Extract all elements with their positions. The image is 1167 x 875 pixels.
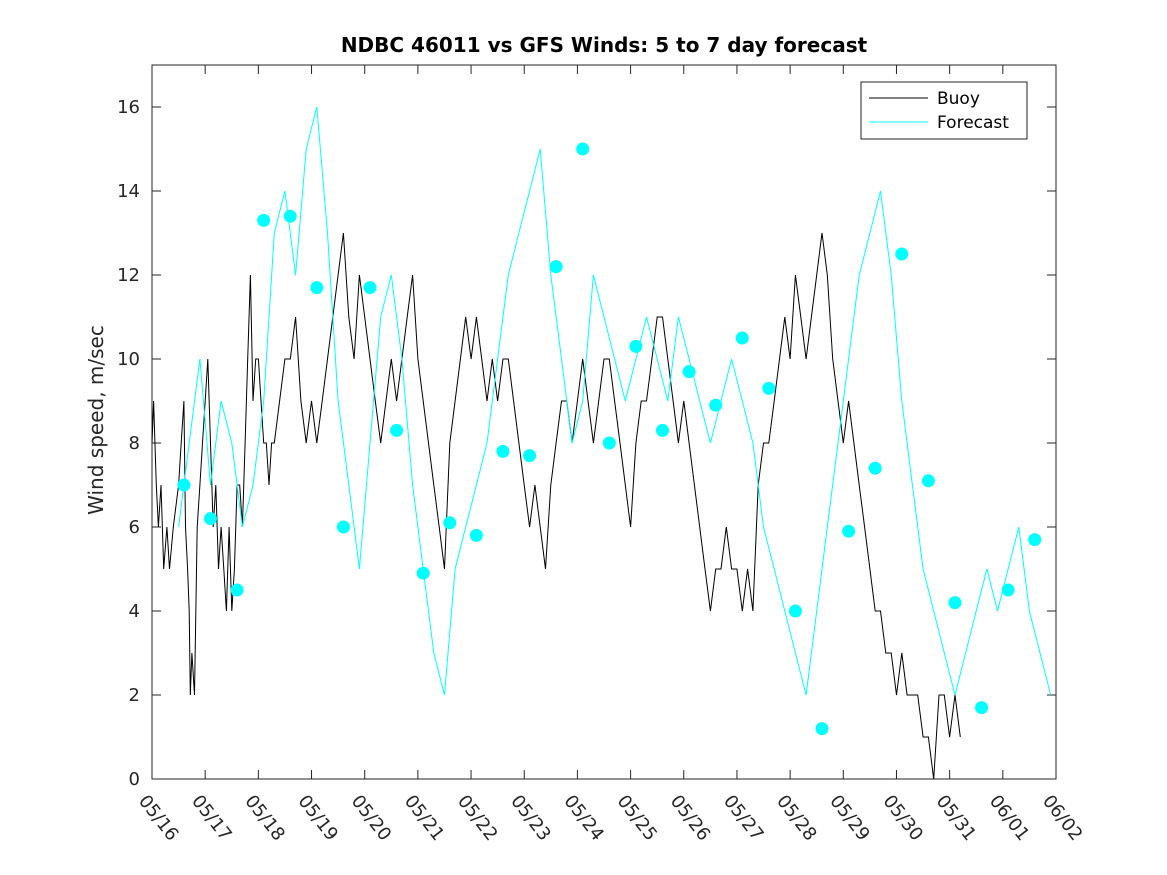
forecast-marker <box>895 247 909 261</box>
forecast-marker <box>177 478 191 492</box>
forecast-marker <box>549 260 563 274</box>
forecast-marker <box>230 583 244 597</box>
forecast-marker <box>443 516 457 530</box>
forecast-marker <box>842 524 856 538</box>
legend: Buoy Forecast <box>860 81 1028 140</box>
chart-title: NDBC 46011 vs GFS Winds: 5 to 7 day fore… <box>341 33 868 57</box>
y-tick-label: 14 <box>117 181 140 202</box>
forecast-marker <box>203 512 217 526</box>
forecast-marker <box>629 339 643 353</box>
forecast-marker <box>815 722 829 736</box>
forecast-marker <box>762 381 776 395</box>
y-tick-label: 0 <box>129 769 140 790</box>
legend-buoy-label: Buoy <box>937 89 980 109</box>
forecast-marker <box>336 520 350 534</box>
y-tick-label: 10 <box>117 349 140 370</box>
forecast-marker <box>788 604 802 618</box>
y-tick-label: 4 <box>129 601 140 622</box>
forecast-marker <box>975 701 989 715</box>
forecast-marker <box>868 461 882 475</box>
y-tick-label: 12 <box>117 265 140 286</box>
forecast-marker <box>1001 583 1015 597</box>
forecast-marker <box>735 331 749 345</box>
forecast-marker <box>709 398 723 412</box>
forecast-marker <box>576 142 590 156</box>
legend-box <box>860 81 1028 140</box>
forecast-marker <box>416 566 430 580</box>
forecast-marker <box>257 213 271 227</box>
y-tick-label: 2 <box>129 685 140 706</box>
y-tick-label: 8 <box>129 433 140 454</box>
forecast-marker <box>310 281 324 295</box>
forecast-marker <box>921 474 935 488</box>
forecast-marker <box>283 209 297 223</box>
forecast-marker <box>682 365 696 379</box>
forecast-marker <box>602 436 616 450</box>
forecast-marker <box>523 449 537 463</box>
forecast-marker <box>948 596 962 610</box>
series-line-buoy <box>151 232 961 780</box>
series-line-forecast <box>178 106 1052 696</box>
y-axis-label: Wind speed, m/sec <box>84 325 108 515</box>
forecast-marker <box>363 281 377 295</box>
forecast-marker <box>469 528 483 542</box>
forecast-marker <box>1028 533 1042 547</box>
y-tick-label: 16 <box>117 97 140 118</box>
forecast-marker <box>496 444 510 458</box>
forecast-marker <box>655 423 669 437</box>
legend-forecast-label: Forecast <box>937 113 1009 133</box>
axes-box <box>151 64 1057 780</box>
forecast-marker <box>390 423 404 437</box>
y-tick-label: 6 <box>129 517 140 538</box>
